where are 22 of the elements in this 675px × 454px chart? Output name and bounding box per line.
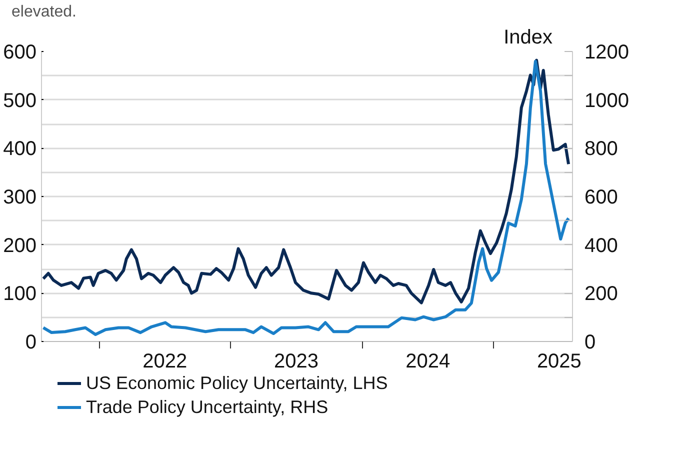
text: elevated. — [12, 4, 76, 20]
y-tick-label: 0 — [25, 332, 36, 354]
y2-tick-label: 400 — [584, 234, 618, 257]
x-tick-label: 2024 — [406, 350, 450, 372]
y-tick-label: 200 — [3, 234, 37, 257]
y2-axis-title: Index — [504, 26, 553, 48]
y-tick-label: 400 — [3, 138, 37, 160]
y-tick-label: 100 — [3, 283, 37, 306]
y-tick-label: 300 — [3, 186, 37, 208]
x-tick-label: 2023 — [274, 350, 318, 372]
y2-tick-label: 0 — [584, 332, 596, 354]
legend-label: Trade Policy Uncertainty, RHS — [86, 396, 328, 418]
x-tick-label: 2025 — [536, 350, 582, 372]
y2-tick-label: 1200 — [584, 42, 629, 64]
y2-tick-label: 200 — [584, 283, 618, 306]
y2-tick-label: 1000 — [584, 90, 629, 112]
y2-tick-label: 800 — [584, 138, 618, 160]
legend-label: US Economic Policy Uncertainty, LHS — [86, 372, 388, 394]
x-tick-label: 2022 — [142, 350, 188, 372]
y-tick-label: 600 — [3, 42, 37, 64]
y2-tick-label: 600 — [584, 186, 618, 208]
y-tick-label: 500 — [3, 90, 37, 112]
